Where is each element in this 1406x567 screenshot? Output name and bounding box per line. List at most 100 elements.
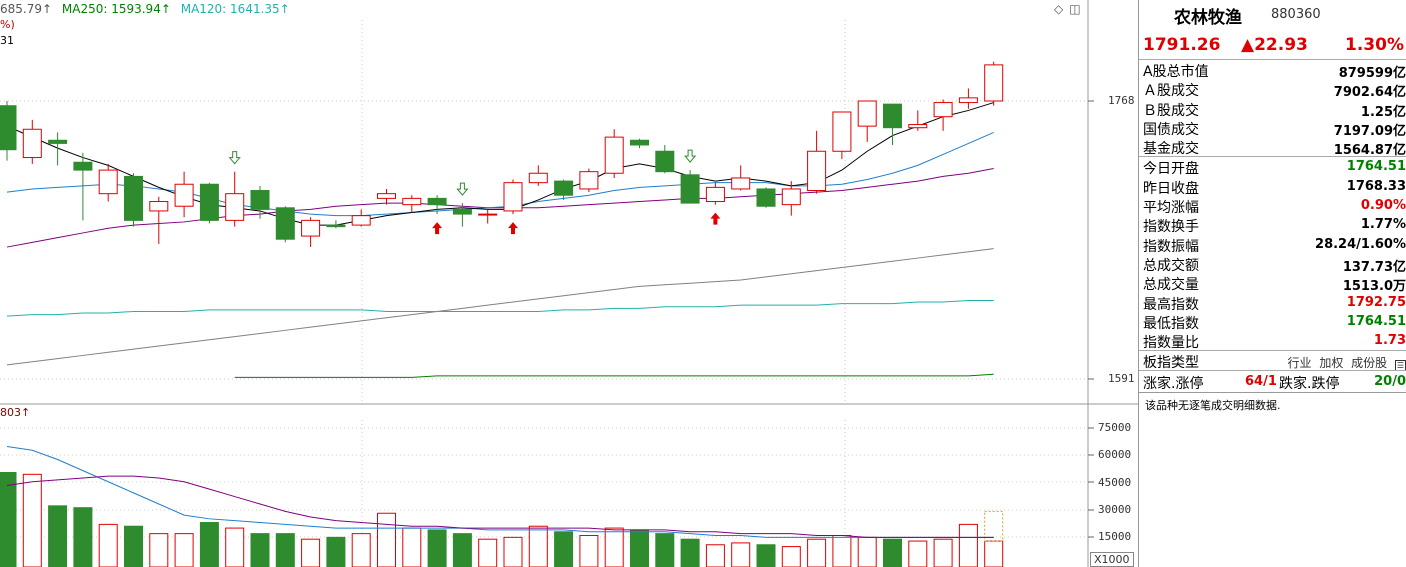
volume-bar <box>124 525 143 567</box>
volume-bar <box>579 534 599 567</box>
window-toggle-icon[interactable]: ◫ <box>1069 2 1081 16</box>
stat-label: 最高指数 <box>1143 296 1199 313</box>
candle-body <box>604 136 624 174</box>
buy-arrow-icon <box>432 222 443 235</box>
volume-ma-line <box>6 446 994 538</box>
candle-body <box>326 224 346 228</box>
stat-value: 1764.51 <box>1346 159 1406 175</box>
sell-arrow-icon <box>684 149 697 163</box>
candle-body <box>958 97 978 104</box>
decline-label: 跌家.跌停 <box>1279 376 1340 393</box>
stat-value: 1764.51 <box>1346 313 1406 329</box>
tag-constituents[interactable]: 成份股 <box>1351 356 1388 371</box>
volume-bar <box>807 538 827 567</box>
stat-label: 指数量比 <box>1143 335 1199 352</box>
market-summary: A股总市值 879599亿 Ａ股成交 7902.64亿 Ｂ股成交 1.25亿 国债成交 719… <box>1139 60 1406 158</box>
candle-body <box>301 219 321 237</box>
candle-body <box>630 139 649 146</box>
ma20-line <box>6 168 994 248</box>
stat-value: 0.90% <box>1360 198 1406 214</box>
candle-body <box>351 215 371 226</box>
ma5-line <box>6 102 994 226</box>
price-change: ▲22.93 <box>1241 35 1308 55</box>
stat-label: 今日开盘 <box>1143 161 1199 178</box>
stat-value: 1513.0万 <box>1342 279 1406 295</box>
summary-value: 1.25亿 <box>1360 104 1406 120</box>
ma10-line <box>6 131 994 217</box>
volume-bar <box>427 529 447 567</box>
summary-label: 基金成交 <box>1143 141 1199 158</box>
candle-body <box>452 208 472 215</box>
candle-body <box>478 213 498 216</box>
ma250-line <box>234 373 994 378</box>
candle-body <box>857 100 877 127</box>
summary-value: 7197.09亿 <box>1333 123 1406 139</box>
volume-bar <box>377 512 396 567</box>
volume-bar <box>73 507 93 567</box>
volume-bar <box>199 522 219 567</box>
vol-tick-75000: 75000 <box>1098 421 1132 434</box>
volume-bar <box>22 473 42 567</box>
index-stats: 今日开盘 1764.51 昨日收盘 1768.33 平均涨幅 0.90% 指数换手 1.77%… <box>1139 156 1406 352</box>
candle-body <box>275 207 295 240</box>
volume-estimate-box <box>984 510 1004 542</box>
kline-chart[interactable] <box>0 0 1138 567</box>
index-type-row: 板指类型 行业 加权 成份股 ☰ <box>1139 350 1406 372</box>
candle-body <box>883 103 902 129</box>
volume-bar <box>554 531 574 567</box>
diamond-icon[interactable]: ◇ <box>1054 2 1064 16</box>
sell-arrow-icon <box>456 182 469 196</box>
candle-body <box>149 201 169 212</box>
decline-value: 20/0 <box>1374 374 1406 390</box>
summary-row: Ｂ股成交 1.25亿 <box>1139 99 1406 120</box>
candle-body <box>554 180 574 196</box>
volume-bar <box>857 536 877 567</box>
candle-body <box>705 186 725 203</box>
stat-value: 1.77% <box>1360 217 1406 233</box>
volume-bar <box>478 538 498 567</box>
summary-label: A股总市值 <box>1143 64 1209 80</box>
volume-bar <box>705 544 725 567</box>
candle-body <box>427 197 447 206</box>
panel-header: 农林牧渔 880360 <box>1139 0 1406 32</box>
stat-row: 指数量比 1.73 <box>1139 331 1406 352</box>
candle-body <box>124 175 143 221</box>
kline-chart-area[interactable]: 685.79↑ MA250: 1593.94↑ MA120: 1641.35↑ … <box>0 0 1138 567</box>
candle-body <box>781 188 801 206</box>
volume-bar <box>250 533 270 567</box>
stat-value: 1792.75 <box>1346 294 1406 310</box>
summary-label: 国债成交 <box>1143 121 1199 138</box>
volume-bar <box>225 527 245 567</box>
stat-row: 最高指数 1792.75 <box>1139 293 1406 313</box>
candle-body <box>756 188 776 207</box>
stat-label: 指数振幅 <box>1143 238 1199 255</box>
stat-label: 总成交量 <box>1143 277 1199 294</box>
price-axis-bottom: 1591 <box>1108 372 1135 385</box>
candle-body <box>250 190 270 210</box>
stat-row: 最低指数 1764.51 <box>1139 312 1406 332</box>
volume-bar <box>326 536 346 567</box>
vol-tick-30000: 30000 <box>1098 503 1132 516</box>
stat-row: 指数振幅 28.24/1.60% <box>1139 235 1406 255</box>
pct-tag: %) <box>0 18 15 31</box>
volume-bar <box>0 471 17 567</box>
stat-value: 1768.33 <box>1346 178 1406 194</box>
candle-body <box>832 111 852 152</box>
summary-label: Ａ股成交 <box>1143 83 1199 100</box>
candle-body <box>908 124 928 129</box>
volume-bar <box>452 533 472 567</box>
tag-weighted[interactable]: 加权 <box>1319 356 1344 371</box>
volume-bar <box>98 523 118 567</box>
volume-legend: 803↑ <box>0 406 31 419</box>
tick-data-note: 该品种无逐笔成交明细数据. <box>1139 392 1406 417</box>
ma120-line <box>6 299 994 317</box>
candle-body <box>933 102 953 118</box>
candle-body <box>984 64 1004 102</box>
tag-industry[interactable]: 行业 <box>1287 356 1312 371</box>
vol-tick-15000: 15000 <box>1098 530 1132 543</box>
candle-body <box>225 193 245 221</box>
volume-bar <box>756 544 776 567</box>
volume-bar <box>958 523 978 567</box>
stat-label: 总成交额 <box>1143 257 1199 274</box>
volume-bar <box>275 533 295 567</box>
